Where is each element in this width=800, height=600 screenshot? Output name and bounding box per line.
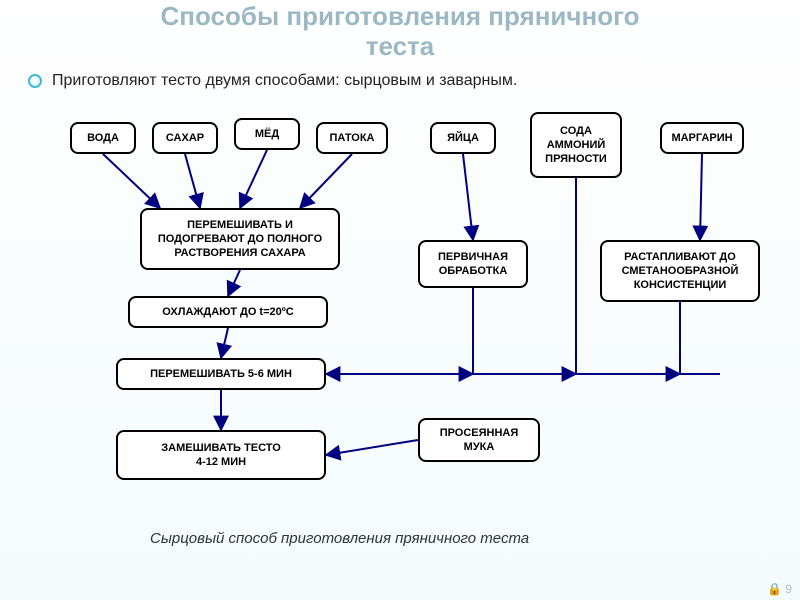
node-med: МЁД [234, 118, 300, 150]
node-rastap: РАСТАПЛИВАЮТ ДО СМЕТАНООБРАЗНОЙ КОНСИСТЕ… [600, 240, 760, 302]
node-sahar: САХАР [152, 122, 218, 154]
node-margarin: МАРГАРИН [660, 122, 744, 154]
node-mix56: ПЕРЕМЕШИВАТЬ 5-6 МИН [116, 358, 326, 390]
bullet-icon [28, 74, 42, 88]
node-soda: СОДА АММОНИЙ ПРЯНОСТИ [530, 112, 622, 178]
node-zamesh: ЗАМЕШИВАТЬ ТЕСТО 4-12 МИН [116, 430, 326, 480]
node-pervich: ПЕРВИЧНАЯ ОБРАБОТКА [418, 240, 528, 288]
caption-text: Сырцовый способ приготовления пряничного… [150, 530, 529, 547]
title-line2: теста [366, 31, 435, 61]
subtitle-row: Приготовляют тесто двумя способами: сырц… [28, 72, 800, 90]
node-cool: ОХЛАЖДАЮТ ДО t=20ºС [128, 296, 328, 328]
title-line1: Способы приготовления пряничного [161, 1, 640, 31]
subtitle-text: Приготовляют тесто двумя способами: сырц… [52, 72, 517, 90]
page-number: 🔒 9 [767, 582, 792, 596]
node-patoka: ПАТОКА [316, 122, 388, 154]
node-yaica: ЯЙЦА [430, 122, 496, 154]
node-mix_heat: ПЕРЕМЕШИВАТЬ И ПОДОГРЕВАЮТ ДО ПОЛНОГО РА… [140, 208, 340, 270]
slide-title: Способы приготовления пряничного теста [0, 0, 800, 62]
node-muka: ПРОСЕЯННАЯ МУКА [418, 418, 540, 462]
node-voda: ВОДА [70, 122, 136, 154]
